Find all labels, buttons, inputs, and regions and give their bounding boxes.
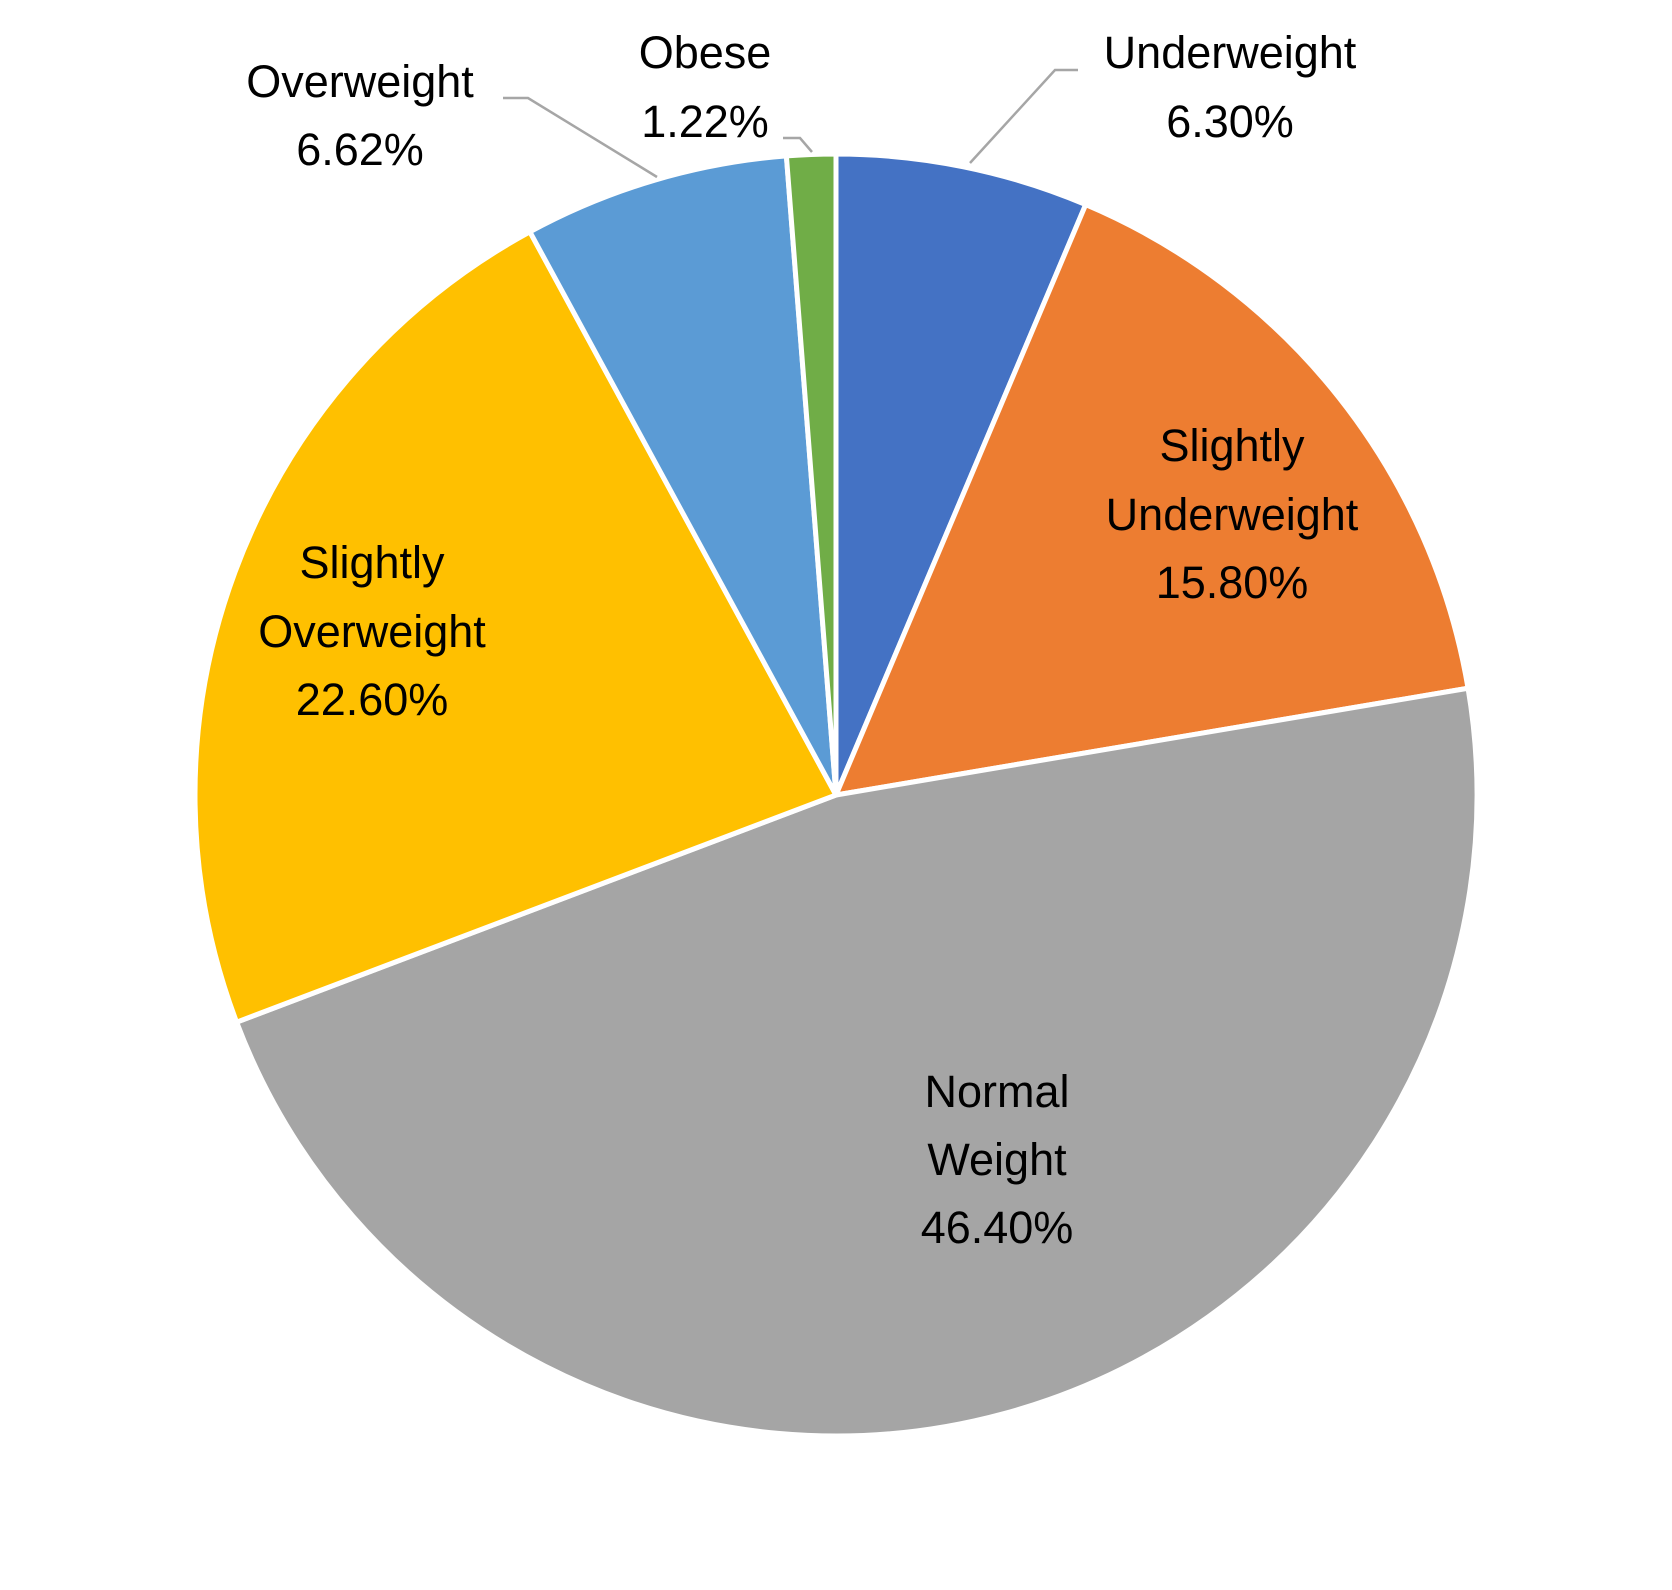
leader-line-overweight (503, 96, 658, 179)
label-overweight-value: 6.62% (296, 124, 424, 175)
label-slightly-overweight-value: 22.60% (296, 674, 449, 725)
pie-slices (192, 151, 1480, 1439)
label-obese-name: Obese (639, 27, 772, 78)
label-normal-weight-line1: Normal (924, 1066, 1069, 1117)
leader-line-underweight (969, 68, 1078, 164)
data-labels: Underweight 6.30% Obese 1.22% Overweight… (246, 27, 1359, 1253)
pie-slice-slightly-overweight (192, 229, 839, 1025)
label-slightly-underweight-line1: Slightly (1159, 420, 1305, 471)
pie-slice-overweight (527, 153, 839, 798)
label-slightly-overweight-line1: Slightly (299, 537, 445, 588)
pie-slice-slightly-underweight (833, 202, 1471, 798)
pie-slice-obese (783, 151, 839, 798)
label-underweight-value: 6.30% (1166, 96, 1294, 147)
label-slightly-overweight-line2: Overweight (258, 606, 486, 657)
label-obese-value: 1.22% (641, 96, 769, 147)
leader-line-obese (783, 136, 813, 153)
label-slightly-underweight-value: 15.80% (1156, 557, 1309, 608)
pie-slice-normal-weight (234, 685, 1480, 1439)
label-underweight-name: Underweight (1104, 27, 1357, 78)
label-normal-weight-line2: Weight (927, 1134, 1067, 1185)
label-slightly-underweight-line2: Underweight (1106, 489, 1359, 540)
label-normal-weight-value: 46.40% (921, 1202, 1074, 1253)
pie-slice-underweight (833, 151, 1089, 798)
label-overweight-name: Overweight (246, 56, 474, 107)
leader-lines (503, 68, 1078, 179)
